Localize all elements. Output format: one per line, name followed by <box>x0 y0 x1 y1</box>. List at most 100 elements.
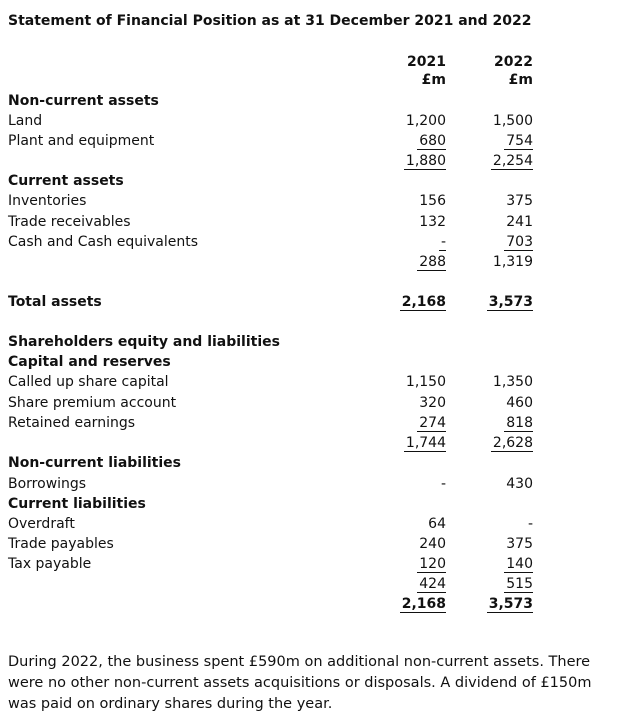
cell-value-text: 156 <box>419 193 446 209</box>
cell-value-text: 1,319 <box>492 254 533 270</box>
cell-value: 241 <box>453 212 533 232</box>
section-heading: Non-current assets <box>8 91 159 111</box>
cell-value-text: 1,350 <box>492 374 533 390</box>
row-label: Trade payables <box>8 534 114 554</box>
cell-value-text: 1,500 <box>492 113 533 129</box>
cell-value-text: 1,200 <box>405 113 446 129</box>
cell-value: 680 <box>366 131 446 151</box>
cell-value: - <box>366 474 446 494</box>
cell-value-text: 754 <box>504 133 533 150</box>
cell-value: 2,168 <box>366 292 446 312</box>
cell-value: 1,319 <box>453 252 533 272</box>
section-heading: Total assets <box>8 292 102 312</box>
cell-value-text: 818 <box>504 415 533 432</box>
cell-value-text: 320 <box>419 395 446 411</box>
cell-value: - <box>453 514 533 534</box>
row-label: Inventories <box>8 191 86 211</box>
cell-value-text: 1,744 <box>403 435 446 452</box>
cell-value: 3,573 <box>453 292 533 312</box>
column-unit: £m <box>508 72 533 88</box>
cell-value: 120 <box>366 554 446 574</box>
section-heading: Current liabilities <box>8 494 146 514</box>
cell-value-text: 132 <box>419 214 446 230</box>
cell-value: 703 <box>453 232 533 252</box>
cell-value-text: 274 <box>417 415 446 432</box>
row-label-text: Land <box>8 113 43 129</box>
cell-value-text: - <box>527 516 533 532</box>
cell-value: 424 <box>366 574 446 594</box>
row-label: Share premium account <box>8 393 176 413</box>
cell-value-text: 241 <box>506 214 533 230</box>
cell-value: 288 <box>366 252 446 272</box>
section-heading-text: Total assets <box>8 294 102 310</box>
cell-value-text: 3,573 <box>486 596 533 613</box>
section-heading-text: Capital and reserves <box>8 354 171 370</box>
cell-value-text: 515 <box>504 576 533 593</box>
row-label: Overdraft <box>8 514 75 534</box>
section-heading-text: Non-current assets <box>8 93 159 109</box>
cell-value: 1,880 <box>366 151 446 171</box>
row-label-text: Share premium account <box>8 395 177 411</box>
note: During 2022, the business spent £590m on… <box>8 654 592 712</box>
section-heading-text: Non-current liabilities <box>8 455 181 471</box>
cell-value: 515 <box>453 574 533 594</box>
cell-value-text: 3,573 <box>486 294 533 311</box>
cell-value-text: 2,168 <box>399 294 446 311</box>
column-unit: £m <box>421 72 446 88</box>
column-year: 2022 <box>494 54 533 70</box>
cell-value: 754 <box>453 131 533 151</box>
row-label: Plant and equipment <box>8 131 154 151</box>
cell-value: 460 <box>453 393 533 413</box>
cell-value: 818 <box>453 413 533 433</box>
cell-value: 320 <box>366 393 446 413</box>
cell-value: - <box>366 232 446 252</box>
cell-value: 240 <box>366 534 446 554</box>
cell-value-text: 288 <box>417 254 446 271</box>
column-year: 2021 <box>407 54 446 70</box>
cell-value-text: 2,628 <box>490 435 533 452</box>
section-heading: Current assets <box>8 171 124 191</box>
cell-value: 132 <box>366 212 446 232</box>
row-label-text: Borrowings <box>8 476 87 492</box>
cell-value: 2,168 <box>366 594 446 614</box>
cell-value-text: 120 <box>417 556 446 573</box>
cell-value: 3,573 <box>453 594 533 614</box>
row-label-text: Plant and equipment <box>8 133 155 149</box>
row-label: Land <box>8 111 42 131</box>
section-heading-text: Current liabilities <box>8 496 146 512</box>
section-heading-text: Current assets <box>8 173 124 189</box>
cell-value: 274 <box>366 413 446 433</box>
cell-value-text: 703 <box>504 234 533 251</box>
row-label-text: Overdraft <box>8 516 75 532</box>
cell-value: 140 <box>453 554 533 574</box>
cell-value: 64 <box>366 514 446 534</box>
cell-value: 156 <box>366 191 446 211</box>
cell-value: 2,628 <box>453 433 533 453</box>
cell-value-text: 430 <box>506 476 533 492</box>
cell-value-text: 680 <box>417 133 446 150</box>
cell-value-text: 460 <box>506 395 533 411</box>
cell-value-text: - <box>440 476 446 492</box>
cell-value: 430 <box>453 474 533 494</box>
cell-value-text: 375 <box>506 193 533 209</box>
cell-value: 2,254 <box>453 151 533 171</box>
row-label: Tax payable <box>8 554 91 574</box>
cell-value: 1,200 <box>366 111 446 131</box>
row-label-text: Trade receivables <box>8 214 131 230</box>
row-label-text: Cash and Cash equivalents <box>8 234 199 250</box>
row-label-text: Tax payable <box>8 556 92 572</box>
cell-value-text: 64 <box>428 516 446 532</box>
section-heading-text: Shareholders equity and liabilities <box>8 334 280 350</box>
cell-value-text: 1,880 <box>403 153 446 170</box>
row-label-text: Retained earnings <box>8 415 136 431</box>
row-label-text: Trade payables <box>8 536 114 552</box>
cell-value: 1,744 <box>366 433 446 453</box>
cell-value-text: 140 <box>504 556 533 573</box>
cell-value: 375 <box>453 534 533 554</box>
cell-value: 1,350 <box>453 372 533 392</box>
cell-value-text: 2,168 <box>399 596 446 613</box>
cell-value-text: 424 <box>417 576 446 593</box>
cell-value-text: 2,254 <box>490 153 533 170</box>
cell-value-text: 375 <box>506 536 533 552</box>
